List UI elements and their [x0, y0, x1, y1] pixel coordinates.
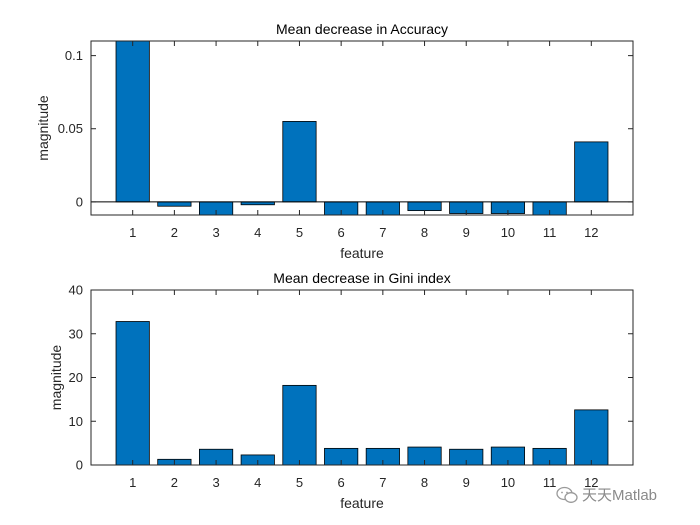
accuracy-y-axis-label: magnitude — [35, 95, 51, 161]
accuracy-xtick-label: 4 — [254, 225, 261, 240]
gini-xtick-label: 10 — [501, 475, 515, 490]
gini-xtick-label: 5 — [296, 475, 303, 490]
accuracy-bar-5 — [282, 121, 317, 203]
accuracy-xtick-label: 3 — [212, 225, 219, 240]
accuracy-xtick-label: 8 — [421, 225, 428, 240]
accuracy-xtick-label: 11 — [543, 225, 557, 240]
gini-x-axis-label: feature — [340, 495, 384, 511]
gini-y-axis-label: magnitude — [48, 345, 64, 411]
accuracy-xtick-label: 2 — [171, 225, 178, 240]
gini-ytick-label: 40 — [69, 283, 83, 298]
accuracy-xtick-label: 9 — [463, 225, 470, 240]
accuracy-bar-2 — [157, 201, 192, 207]
accuracy-axes-frame — [90, 40, 634, 216]
gini-xtick-label: 6 — [338, 475, 345, 490]
gini-ytick-label: 30 — [69, 326, 83, 341]
gini-xtick-label: 11 — [543, 475, 557, 490]
accuracy-xtick-label: 12 — [584, 225, 598, 240]
gini-xtick-label: 9 — [463, 475, 470, 490]
gini-xtick-label: 2 — [171, 475, 178, 490]
accuracy-ytick-label: 0.1 — [65, 48, 83, 63]
gini-xtick-label: 1 — [129, 475, 136, 490]
accuracy-chart-title: Mean decrease in Accuracy — [276, 21, 448, 37]
accuracy-ytick-label: 0 — [76, 194, 83, 209]
accuracy-xtick-label: 7 — [379, 225, 386, 240]
gini-chart-title: Mean decrease in Gini index — [273, 270, 450, 286]
gini-xtick-label: 3 — [212, 475, 219, 490]
gini-xtick-label: 12 — [584, 475, 598, 490]
accuracy-bar-1 — [115, 40, 150, 203]
accuracy-ytick-label: 0.05 — [58, 121, 83, 136]
accuracy-xtick-label: 5 — [296, 225, 303, 240]
accuracy-xtick-label: 10 — [501, 225, 515, 240]
accuracy-x-axis-label: feature — [340, 245, 384, 261]
accuracy-xtick-label: 1 — [129, 225, 136, 240]
gini-xtick-label: 4 — [254, 475, 261, 490]
gini-bar-12 — [574, 409, 609, 466]
accuracy-xtick-label: 6 — [338, 225, 345, 240]
gini-xtick-label: 7 — [379, 475, 386, 490]
gini-ytick-label: 20 — [69, 370, 83, 385]
gini-bar-5 — [282, 384, 317, 466]
gini-axes-box — [90, 289, 634, 466]
accuracy-bar-12 — [574, 141, 609, 203]
gini-xtick-label: 8 — [421, 475, 428, 490]
gini-ytick-label: 10 — [69, 414, 83, 429]
wechat-icon — [556, 486, 578, 503]
watermark-text: 天天Matlab — [582, 487, 658, 504]
watermark: 天天Matlab — [556, 484, 657, 505]
accuracy-bar-8 — [407, 201, 442, 212]
gini-bar-1 — [115, 321, 150, 466]
gini-ytick-label: 0 — [76, 458, 83, 473]
accuracy-axes-box — [90, 40, 634, 216]
